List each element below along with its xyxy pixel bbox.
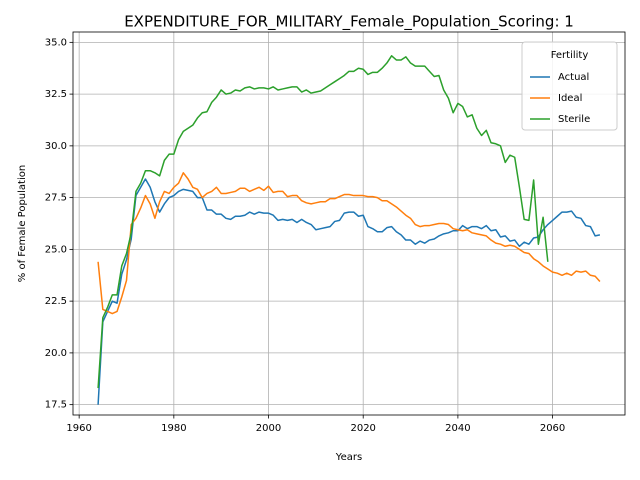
legend-title: Fertility bbox=[551, 50, 589, 61]
x-axis-label: Years bbox=[335, 452, 362, 463]
x-tick-label: 1980 bbox=[161, 423, 186, 434]
y-tick-label: 35.0 bbox=[45, 37, 67, 48]
chart-title: EXPENDITURE_FOR_MILITARY_Female_Populati… bbox=[124, 13, 574, 32]
legend-label: Actual bbox=[558, 72, 589, 83]
y-tick-label: 27.5 bbox=[45, 193, 67, 204]
data-line bbox=[97, 178, 601, 405]
y-tick-label: 17.5 bbox=[45, 400, 67, 411]
y-tick-label: 22.5 bbox=[45, 296, 67, 307]
legend: Fertility Actual Ideal Sterile bbox=[521, 41, 618, 131]
x-tick-label: 2040 bbox=[445, 423, 470, 434]
y-axis-label: % of Female Population bbox=[17, 165, 28, 282]
data-line bbox=[97, 55, 549, 389]
data-line bbox=[97, 172, 601, 315]
plot-frame bbox=[72, 31, 626, 416]
y-tick-label: 30.0 bbox=[45, 141, 67, 152]
legend-label: Ideal bbox=[558, 93, 582, 104]
y-tick-label: 20.0 bbox=[45, 348, 67, 359]
legend-box bbox=[521, 41, 618, 131]
legend-label: Sterile bbox=[558, 114, 590, 125]
x-tick-label: 2060 bbox=[540, 423, 565, 434]
x-tick-label: 1960 bbox=[66, 423, 91, 434]
y-tick-label: 25.0 bbox=[45, 244, 67, 255]
x-tick-label: 2020 bbox=[350, 423, 375, 434]
y-tick-label: 32.5 bbox=[45, 89, 67, 100]
x-tick-label: 2000 bbox=[256, 423, 281, 434]
